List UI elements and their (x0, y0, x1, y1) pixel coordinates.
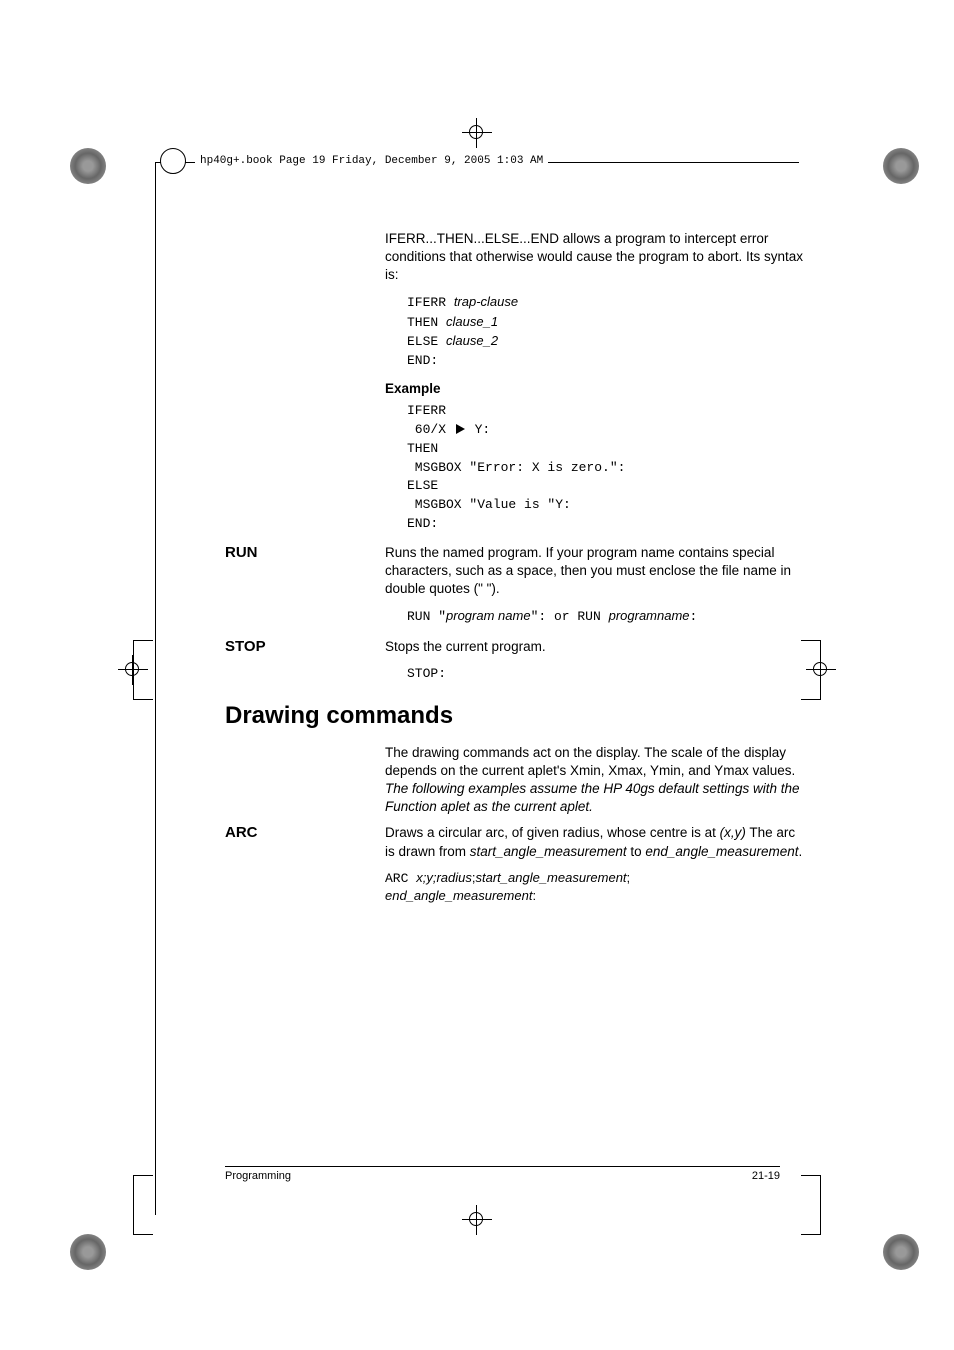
arc-description: Draws a circular arc, of given radius, w… (385, 824, 805, 860)
content-area: IFERR...THEN...ELSE...END allows a progr… (225, 230, 805, 917)
stop-label: STOP (225, 638, 266, 655)
registration-mark-top (462, 118, 492, 148)
footer-section: Programming (225, 1170, 291, 1182)
arc-label: ARC (225, 824, 258, 841)
registration-mark-bottom (462, 1205, 492, 1235)
iferr-description: IFERR...THEN...ELSE...END allows a progr… (385, 230, 805, 285)
stop-syntax: STOP: (407, 665, 805, 684)
example-heading: Example (385, 381, 805, 396)
bracket-left-bottom (133, 1175, 153, 1235)
stop-description: Stops the current program. (385, 638, 805, 656)
run-label: RUN (225, 544, 258, 561)
arc-syntax: ARC x;y;radius;start_angle_measurement;e… (385, 869, 805, 905)
iferr-syntax: IFERR trap-clause THEN clause_1 ELSE cla… (407, 293, 805, 371)
drawing-description: The drawing commands act on the display.… (385, 744, 805, 817)
section-title: Drawing commands (225, 702, 805, 730)
footer-page-number: 21-19 (752, 1170, 780, 1182)
bracket-left (133, 640, 153, 700)
header-text: hp40g+.book Page 19 Friday, December 9, … (195, 155, 548, 167)
run-syntax: RUN "program name": or RUN programname: (407, 607, 805, 627)
run-description: Runs the named program. If your program … (385, 544, 805, 599)
page-footer: Programming 21-19 (225, 1166, 780, 1182)
example-code: IFERR 60/X Y: THEN MSGBOX "Error: X is z… (407, 402, 805, 534)
corner-decoration-br (883, 1234, 919, 1270)
bracket-right-bottom (801, 1175, 821, 1235)
header-icon (160, 148, 186, 174)
corner-decoration-bl (70, 1234, 106, 1270)
corner-decoration-tl (70, 148, 106, 184)
page-border-left (155, 162, 156, 1215)
corner-decoration-tr (883, 148, 919, 184)
